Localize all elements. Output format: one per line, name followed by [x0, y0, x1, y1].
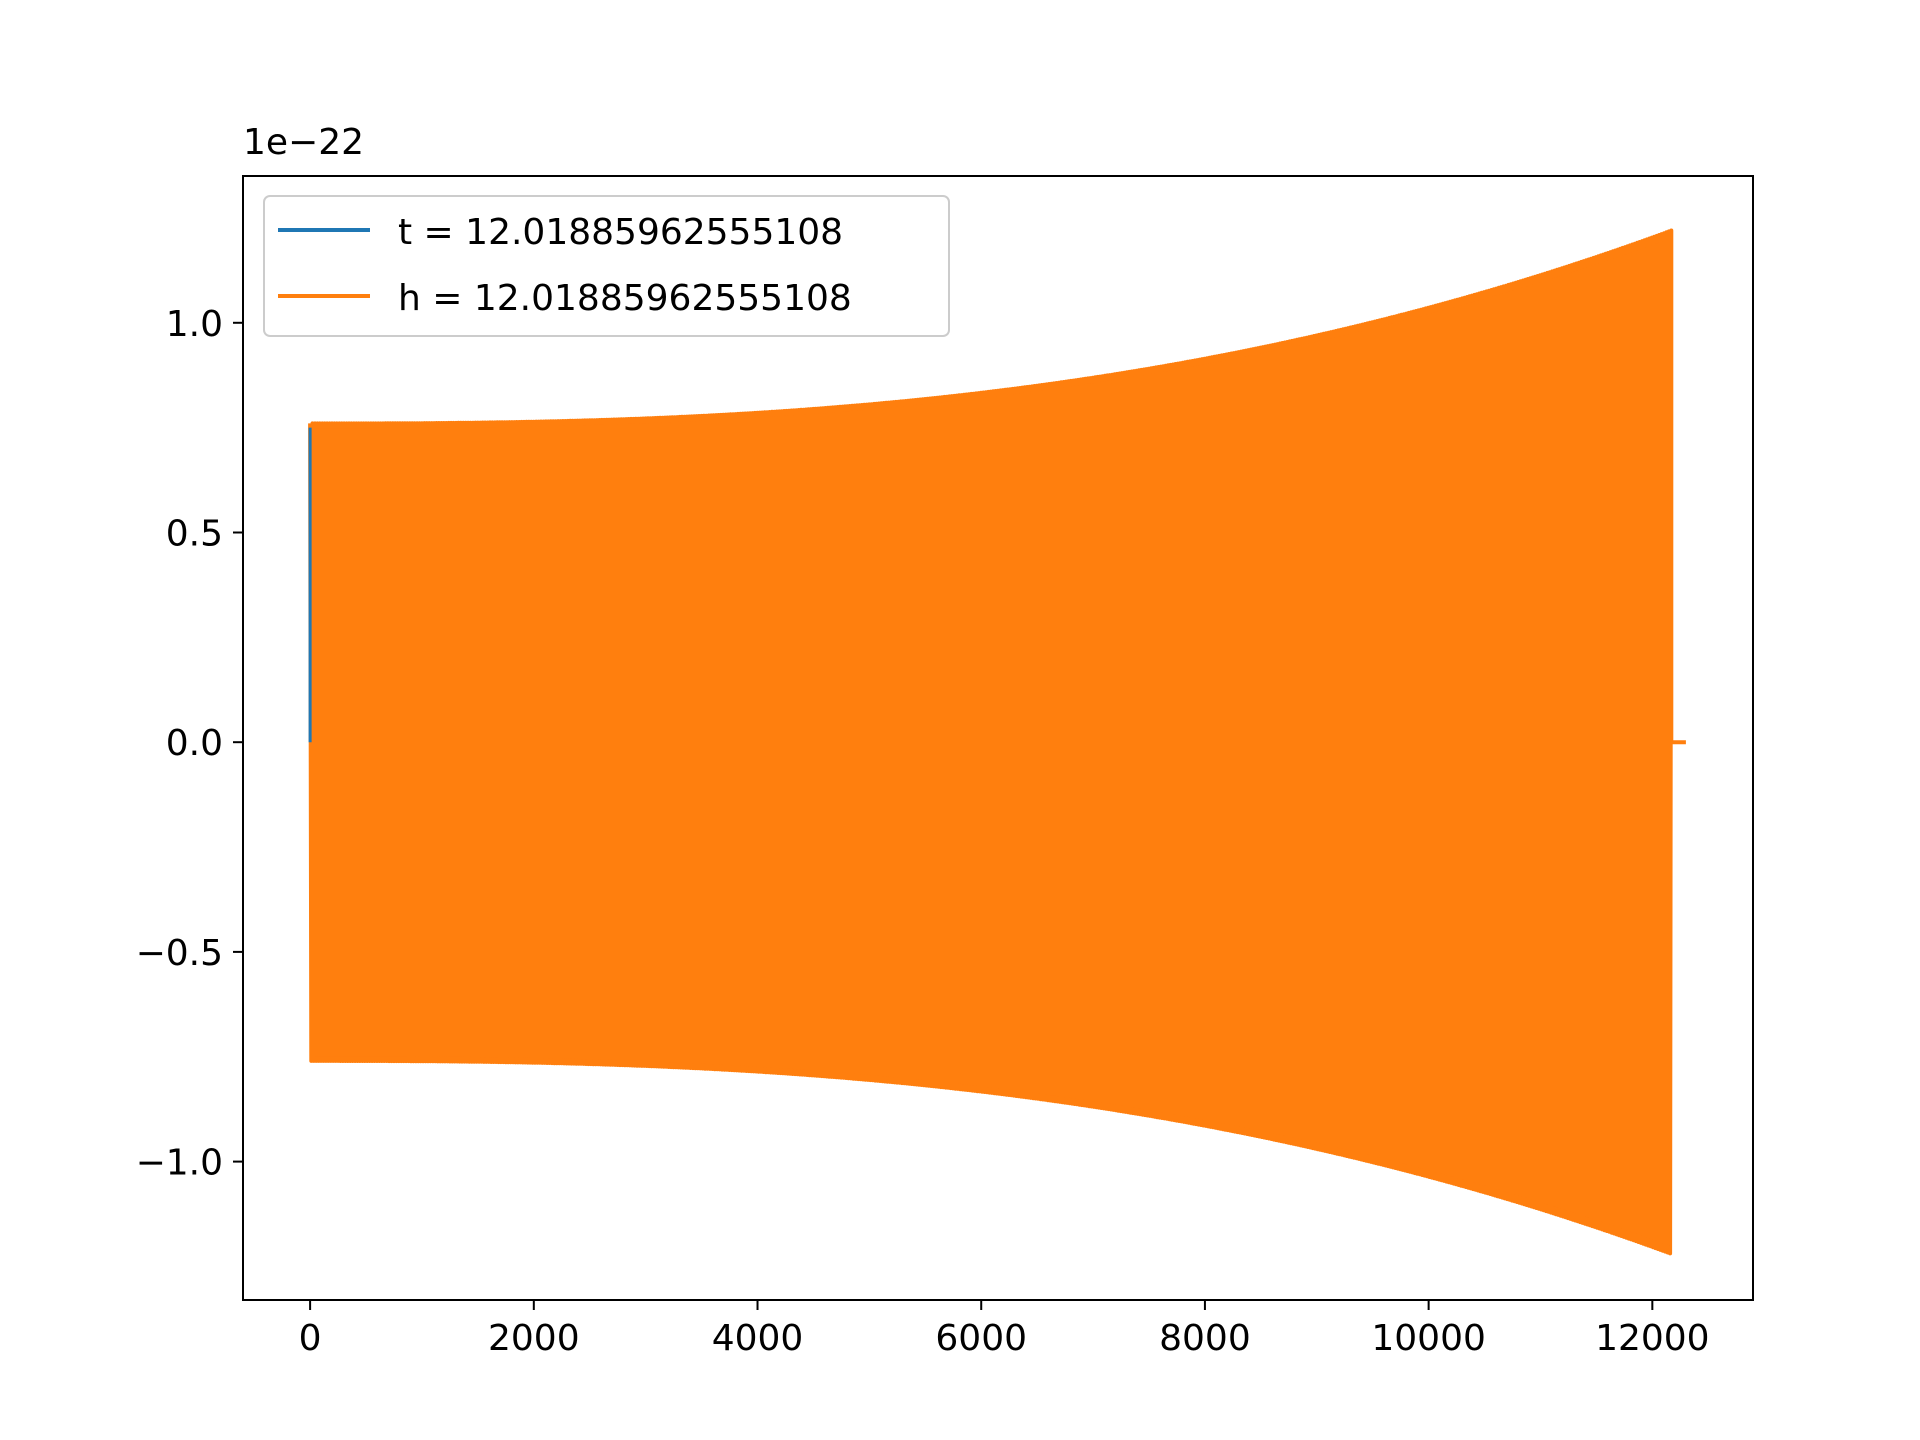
- axes-frame: [242, 175, 1754, 1301]
- y-tick-label: 0.5: [166, 513, 223, 554]
- legend: t = 12.01885962555108 h = 12.01885962555…: [263, 195, 950, 337]
- y-tick-label: −0.5: [136, 933, 223, 974]
- x-tick-label: 0: [299, 1318, 322, 1359]
- y-tick-label: 0.0: [166, 723, 223, 764]
- plot-area: [308, 228, 1686, 1256]
- legend-box: [263, 195, 950, 337]
- x-tick-label: 6000: [935, 1318, 1027, 1359]
- y-offset-label: 1e−22: [243, 122, 364, 163]
- x-tick-label: 2000: [488, 1318, 580, 1359]
- x-tick-label: 4000: [712, 1318, 804, 1359]
- y-tick-label: −1.0: [136, 1143, 223, 1184]
- y-tick-label: 1.0: [166, 304, 223, 345]
- axes: 0 2000 4000 6000 8000 10000 12000 −1.0 −0.5 0.0 0.…: [136, 304, 1710, 1359]
- series-line-h: [308, 228, 1686, 1256]
- legend-label-series-t: t = 12.01885962555108: [398, 212, 843, 253]
- series-fill-h: [314, 238, 1672, 1247]
- x-tick-label: 8000: [1159, 1318, 1251, 1359]
- x-tick-label: 10000: [1371, 1318, 1486, 1359]
- legend-label-series-h: h = 12.01885962555108: [398, 278, 852, 319]
- x-tick-label: 12000: [1595, 1318, 1710, 1359]
